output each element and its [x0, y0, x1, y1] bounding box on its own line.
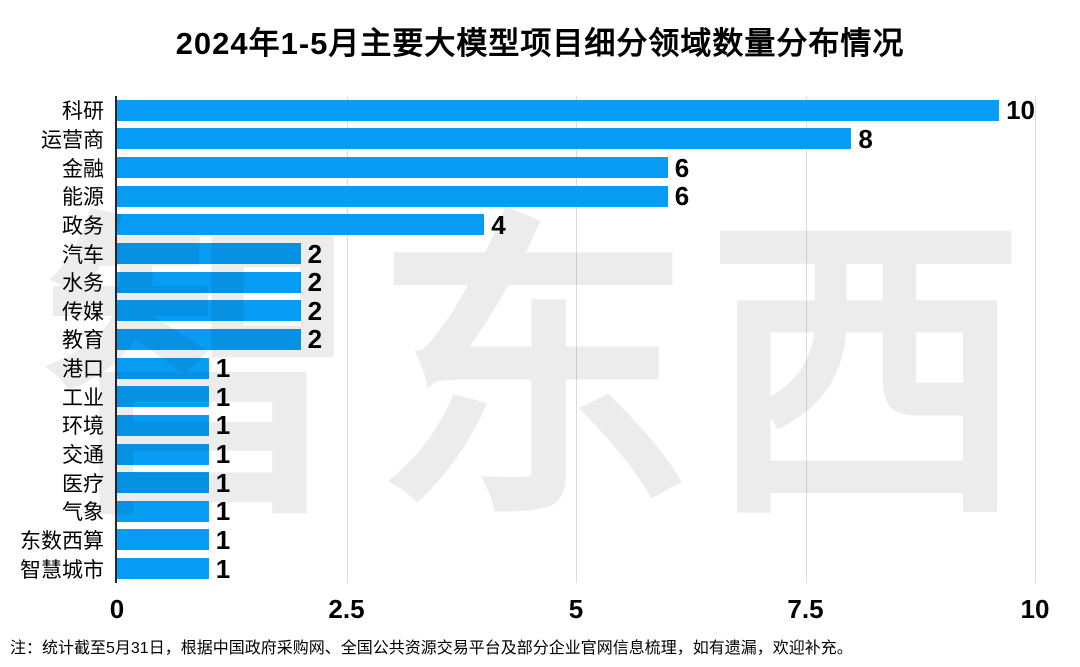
- bar: [117, 214, 485, 236]
- category-label: 传媒: [62, 300, 104, 324]
- bar-row: 教育 2: [62, 324, 1035, 355]
- bar: [117, 99, 1000, 121]
- category-label: 交通: [62, 444, 104, 467]
- bar: [117, 300, 301, 322]
- bar: [117, 328, 301, 350]
- value-label: 2: [307, 295, 323, 326]
- bar-row: 交通 1: [62, 439, 1035, 469]
- x-axis: 0 2.5 5 7.5 10: [110, 594, 1050, 628]
- gridline: [346, 96, 348, 583]
- bar-row: 传媒 2: [62, 295, 1035, 326]
- x-tick-label: 0: [109, 594, 125, 624]
- bar: [117, 500, 209, 522]
- category-label: 医疗: [62, 472, 104, 496]
- value-label: 1: [215, 353, 231, 384]
- gridline: [805, 96, 807, 583]
- category-label: 环境: [62, 415, 104, 439]
- bar-row: 运营商 8: [41, 123, 1035, 154]
- bar-row: 环境 1: [62, 410, 1035, 441]
- bar: [117, 414, 209, 436]
- value-label: 2: [307, 324, 323, 355]
- x-tick-label: 10: [1020, 594, 1050, 624]
- value-label: 2: [307, 238, 323, 269]
- value-label: 6: [674, 181, 690, 212]
- value-label: 10: [1006, 95, 1035, 126]
- value-label: 1: [215, 524, 231, 555]
- category-label: 金融: [62, 157, 104, 181]
- bar-row: 智慧城市 1: [20, 553, 1035, 584]
- y-axis-line: [115, 96, 117, 583]
- category-label: 教育: [62, 329, 104, 353]
- x-tick-label: 7.5: [787, 594, 824, 624]
- bar-rows: 科研 10 运营商 8 金融 6 能源 6 政务 4 汽车 2 水务 2 传媒 2 教育 2 港口 1 工业 1 环境 1 交通…: [20, 95, 1035, 584]
- bar: [117, 443, 209, 465]
- bar: [117, 157, 668, 179]
- bar-row: 东数西算 1: [20, 524, 1035, 555]
- bar: [117, 243, 301, 265]
- bar-row: 汽车 2: [62, 238, 1035, 269]
- bar-row: 政务 4: [62, 209, 1035, 240]
- bar: [117, 128, 852, 150]
- gridline: [1035, 96, 1036, 583]
- value-label: 1: [215, 467, 231, 498]
- value-label: 4: [491, 209, 506, 240]
- value-label: 2: [307, 267, 323, 298]
- bar-row: 医疗 1: [62, 467, 1035, 498]
- bar: [117, 271, 301, 293]
- bar-row: 气象 1: [62, 496, 1035, 527]
- bar-row: 金融 6: [62, 152, 1035, 183]
- bar-row: 科研 10: [62, 95, 1035, 126]
- bar: [117, 357, 209, 379]
- bar: [117, 386, 209, 408]
- category-label: 科研: [62, 100, 104, 124]
- bar: [117, 472, 209, 494]
- value-label: 1: [215, 381, 231, 412]
- value-label: 1: [215, 553, 231, 584]
- bar: [117, 529, 209, 551]
- value-label: 1: [215, 439, 231, 469]
- category-label: 政务: [62, 214, 104, 238]
- category-label: 运营商: [41, 128, 104, 152]
- bar-row: 水务 2: [62, 267, 1035, 298]
- x-tick-label: 2.5: [328, 594, 365, 624]
- footnote: 注：统计截至5月31日，根据中国政府采购网、全国公共资源交易平台及部分企业官网信…: [10, 640, 853, 657]
- bar-row: 工业 1: [62, 381, 1035, 412]
- x-tick-label: 5: [568, 594, 584, 624]
- category-label: 东数西算: [20, 529, 104, 553]
- bar: [117, 185, 668, 207]
- category-label: 智慧城市: [20, 558, 104, 582]
- gridline: [576, 96, 577, 583]
- bar-row: 能源 6: [62, 181, 1035, 212]
- category-label: 气象: [62, 501, 104, 525]
- category-label: 水务: [62, 272, 104, 296]
- category-label: 港口: [62, 358, 104, 382]
- category-label: 汽车: [62, 243, 104, 267]
- plot-area: 科研 10 运营商 8 金融 6 能源 6 政务 4 汽车 2 水务 2 传媒 2 教育 2 港口 1 工业 1 环境 1 交通…: [20, 95, 1036, 584]
- page-title: 2024年1-5月主要大模型项目细分领域数量分布情况: [175, 26, 905, 61]
- value-label: 1: [215, 496, 231, 527]
- bar-row: 港口 1: [62, 353, 1035, 384]
- category-label: 能源: [62, 186, 104, 210]
- value-label: 8: [858, 123, 873, 154]
- bar: [117, 558, 209, 580]
- value-label: 6: [674, 152, 690, 183]
- category-label: 工业: [62, 386, 104, 410]
- value-label: 1: [215, 410, 231, 441]
